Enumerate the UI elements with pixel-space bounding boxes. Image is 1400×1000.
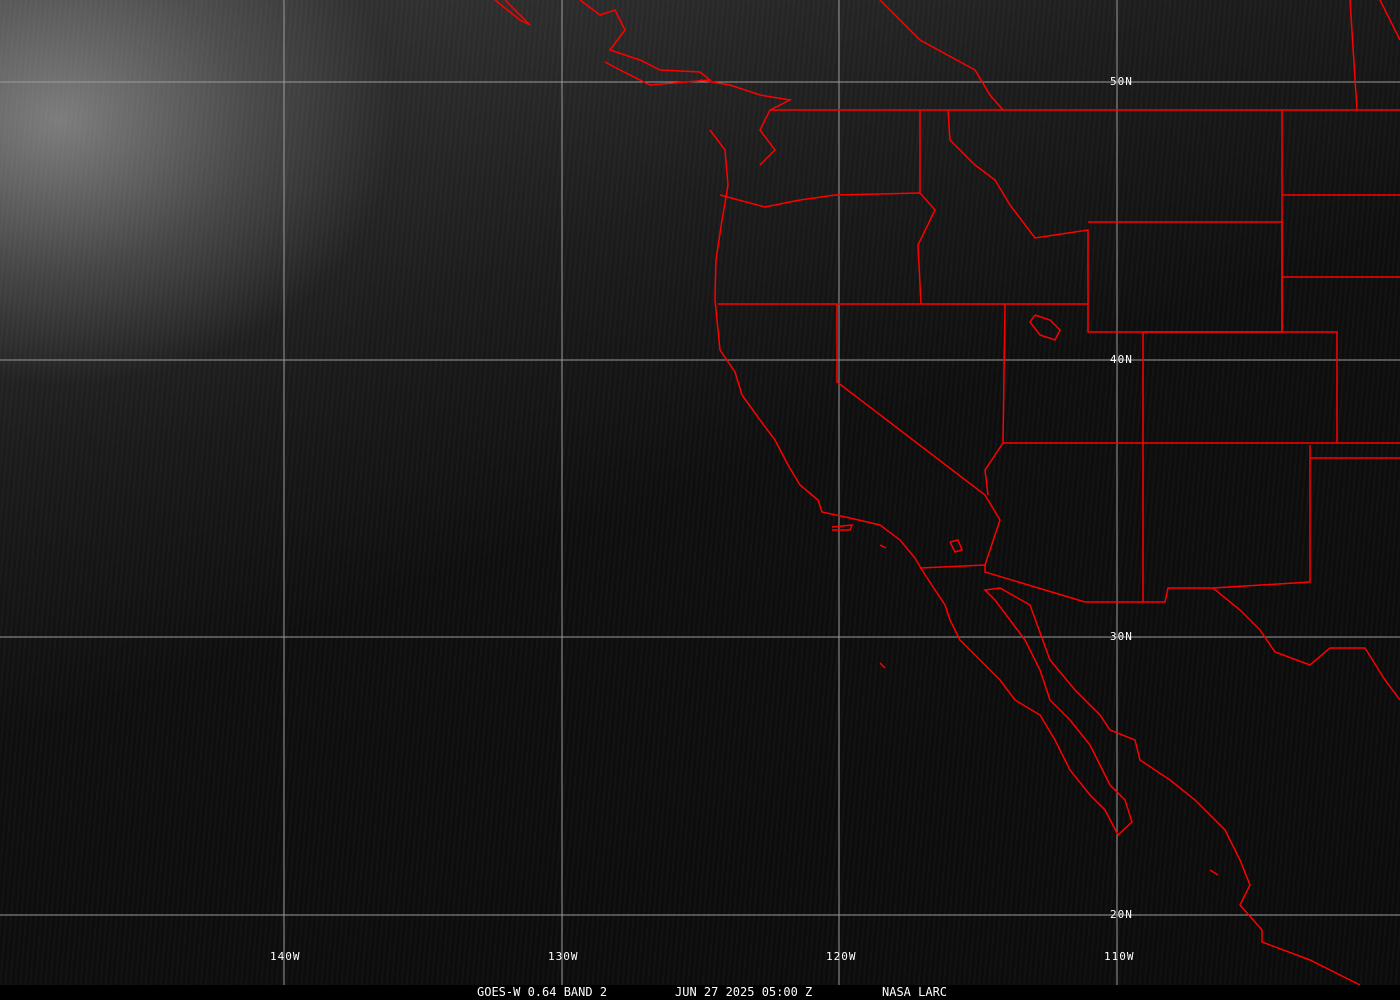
lon-label-120w: 120W [826,950,857,963]
salton-sea [949,539,964,553]
lat-label-40n: 40N [1110,353,1133,366]
border-manitoba [1379,0,1400,41]
caption-bar: GOES-W 0.64 BAND 2 JUN 27 2025 05:00 Z N… [0,985,1400,1000]
caption-product: GOES-W 0.64 BAND 2 [477,985,608,999]
lon-label-110w: 110W [1104,950,1135,963]
coastline-puget [699,79,793,166]
border-nv-ut [984,303,1006,496]
coastline-us-west [709,129,1361,986]
island-3 [1209,869,1219,876]
border-wa-or [719,192,921,208]
border-colorado [1143,331,1338,443]
lat-label-30n: 30N [1110,630,1133,643]
border-idaho-montana [947,109,1089,304]
border-alberta-sask [1349,0,1358,111]
island-1 [879,544,887,549]
border-nm-tx [1212,445,1311,589]
great-salt-lake [1029,314,1061,341]
lat-label-50n: 50N [1110,75,1133,88]
border-ca-nv [836,304,1001,566]
coastline-bc [494,0,531,26]
caption-source: NASA LARC [882,985,948,999]
channel-islands [831,524,854,531]
boundaries [494,0,1400,986]
lon-label-140w: 140W [270,950,301,963]
coastline-bc-islands [579,0,712,86]
caption-datetime: JUN 27 2025 05:00 Z [675,985,813,999]
border-idaho-west [917,110,936,305]
border-us-mexico [919,564,1400,701]
lon-label-130w: 130W [548,950,579,963]
lat-label-20n: 20N [1110,908,1133,921]
island-2 [879,662,886,669]
border-canada-top [879,0,1004,111]
